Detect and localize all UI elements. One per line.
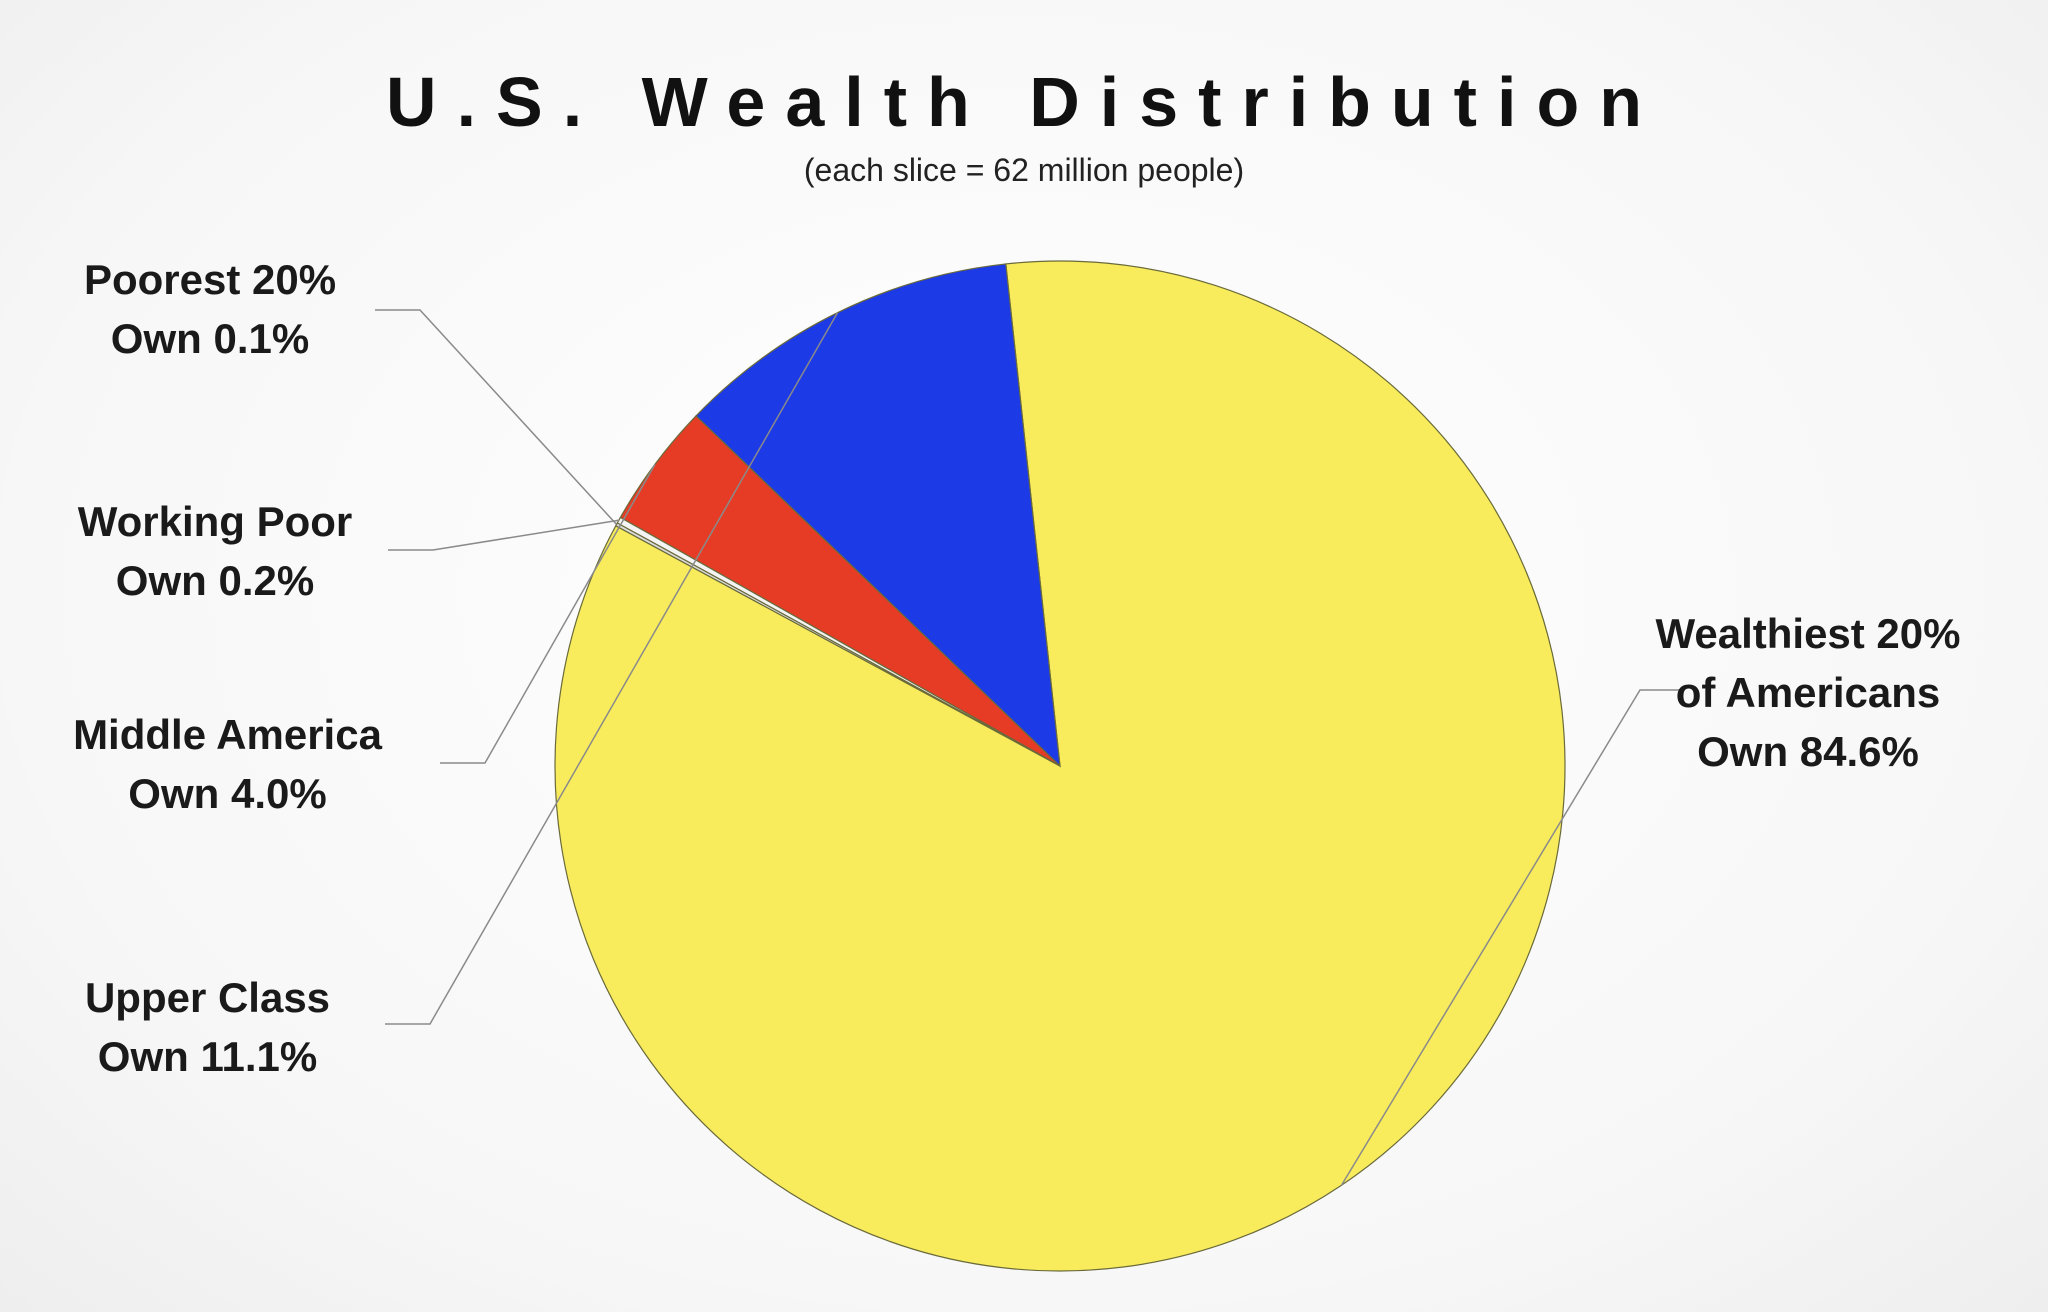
label-working-poor-line1: Working Poor — [77, 498, 353, 545]
label-upper-class: Upper Class Own 11.1% — [40, 968, 375, 1086]
label-wealthiest-20-line3: Own 84.6% — [1697, 728, 1919, 775]
label-middle-america: Middle America Own 4.0% — [40, 705, 415, 823]
label-wealthiest-20-line1: Wealthiest 20% — [1655, 610, 1961, 657]
chart-title: U.S. Wealth Distribution — [386, 63, 1662, 141]
leader-line-poorest-20 — [375, 309, 618, 525]
label-middle-america-line2: Own 4.0% — [128, 770, 327, 817]
pie-slices — [554, 260, 1566, 1272]
label-wealthiest-20: Wealthiest 20% of Americans Own 84.6% — [1628, 604, 1988, 781]
label-working-poor-line2: Own 0.2% — [115, 557, 315, 604]
leader-line-upper-class — [385, 312, 839, 1025]
label-upper-class-line1: Upper Class — [84, 974, 331, 1021]
leader-line-working-poor — [388, 519, 619, 551]
pie-slice-poorest-20 — [614, 522, 1061, 767]
label-poorest-20: Poorest 20% Own 0.1% — [45, 250, 375, 368]
leader-lines — [375, 309, 1680, 1186]
label-upper-class-line2: Own 11.1% — [97, 1033, 318, 1080]
label-middle-america-line1: Middle America — [73, 711, 382, 758]
chart-subtitle: (each slice = 62 million people) — [803, 152, 1245, 188]
label-poorest-20-line1: Poorest 20% — [83, 256, 337, 303]
leader-line-wealthiest-20 — [1340, 689, 1680, 1186]
leader-line-middle-america — [440, 463, 656, 764]
label-poorest-20-line2: Own 0.1% — [110, 315, 310, 362]
label-working-poor: Working Poor Own 0.2% — [45, 492, 385, 610]
label-wealthiest-20-line2: of Americans — [1675, 669, 1941, 716]
